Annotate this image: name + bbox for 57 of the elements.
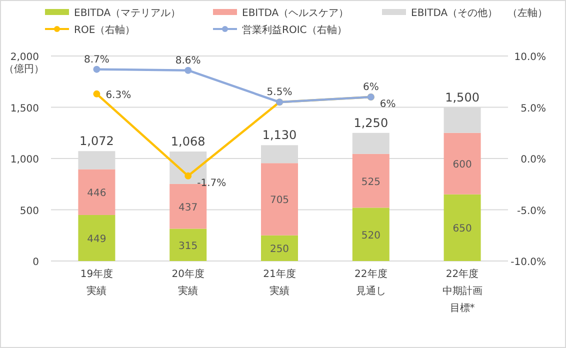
total-label: 1,072 [80,134,114,148]
y2-tick-label: -10.0% [510,257,546,268]
total-label: 1,250 [354,116,388,130]
y-tick-label: 1,500 [10,103,39,114]
data-label: 600 [452,160,472,171]
data-label: 6% [362,82,379,93]
y2-tick-label: 5.0% [520,103,546,114]
point [93,66,100,73]
data-label: 705 [270,195,290,206]
legend-label: EBITDA（マテリアル） [74,8,181,19]
data-label: 250 [270,244,290,256]
data-label: -1.7% [197,178,226,189]
y-tick-label: 1,000 [10,154,39,166]
bar [352,208,390,261]
point [184,172,192,180]
legend-label: EBITDA（ヘルスケア） [242,8,349,19]
point [93,90,100,98]
x-tick-label: 20年度実績 [172,268,204,297]
bar [78,169,116,215]
y2-tick-label: 10.0% [514,52,546,63]
y2-tick-label: 0.0% [520,154,546,166]
y2-tick-label: -5.0% [516,206,546,217]
bar [261,163,298,236]
legend-label: EBITDA（その他） （左軸） [411,7,548,19]
data-label: 8.7% [84,54,110,66]
total-label: 1,500 [445,90,480,104]
data-label: 6% [380,99,396,110]
y-axis-title: （億円） [4,63,44,75]
x-tick-label: 22年度見通し [354,268,388,297]
data-label: 650 [452,224,472,235]
bar [444,194,481,261]
y-tick-label: 0 [32,257,39,268]
data-label: 520 [361,230,380,242]
data-label: 8.6% [175,55,201,66]
legend-label: 営業利益ROIC（右軸） [242,24,347,36]
y-tick-label: 2,000 [10,52,39,63]
bar [78,214,116,261]
bar [170,228,207,261]
total-label: 1,068 [170,134,206,149]
bar [261,235,298,261]
x-tick-label: 21年度実績 [263,268,296,297]
total-label: 1,130 [262,128,297,142]
data-label: 525 [361,176,380,188]
bar [444,132,481,194]
data-label: 5.5% [266,87,292,98]
bar [352,132,390,154]
x-tick-label: 19年度実績 [80,268,114,297]
data-label: 315 [178,240,198,252]
bar [352,154,390,208]
data-label: 6.3% [106,90,132,101]
data-label: 437 [178,202,198,214]
point [184,66,192,74]
data-label: 446 [87,188,106,200]
data-label: 449 [87,234,106,245]
y-tick-label: 500 [20,206,39,217]
legend-label: ROE（右軸） [74,24,136,36]
x-tick-label: 22年度中期計画目標* [442,268,482,314]
